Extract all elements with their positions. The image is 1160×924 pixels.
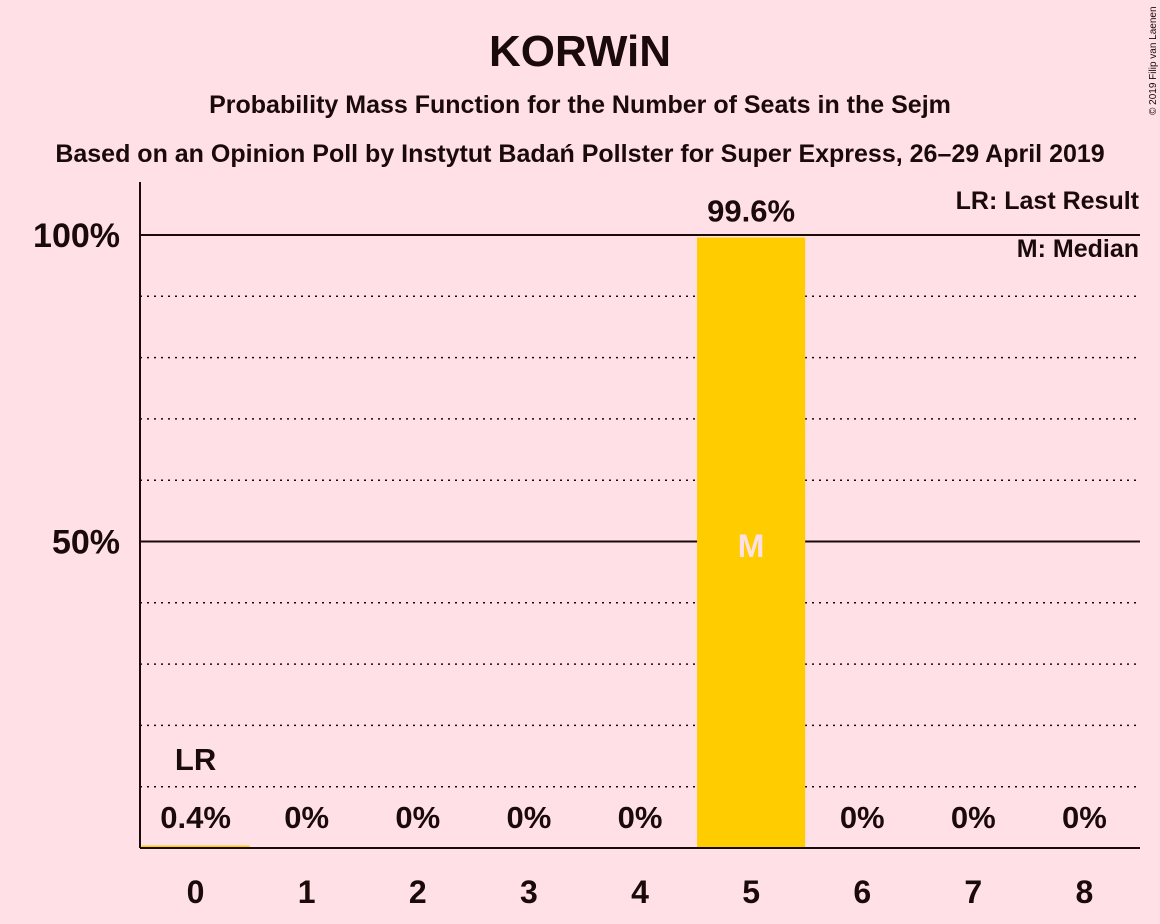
x-tick-label: 4 bbox=[631, 874, 649, 910]
y-tick-label: 50% bbox=[52, 524, 120, 562]
bar-value-label: 0.4% bbox=[160, 800, 231, 835]
last-result-marker: LR bbox=[175, 742, 216, 777]
x-tick-label: 6 bbox=[853, 874, 871, 910]
bar-value-label: 0% bbox=[618, 800, 663, 835]
bar-value-label: 0% bbox=[840, 800, 885, 835]
legend-median: M: Median bbox=[1017, 235, 1139, 263]
chart-title: KORWiN bbox=[489, 27, 671, 76]
x-tick-label: 8 bbox=[1076, 874, 1094, 910]
bar-value-label: 99.6% bbox=[707, 193, 795, 228]
bar-value-label: 0% bbox=[395, 800, 440, 835]
bar-labels: 0.4% 0% 0% 0% 0% 99.6% 0% 0% 0% LR M bbox=[160, 193, 1107, 835]
x-tick-label: 2 bbox=[409, 874, 427, 910]
x-tick-label: 3 bbox=[520, 874, 538, 910]
copyright-notice: © 2019 Filip van Laenen bbox=[1148, 6, 1159, 115]
legend-last-result: LR: Last Result bbox=[956, 187, 1140, 215]
bar bbox=[697, 237, 806, 848]
x-tick-label: 0 bbox=[187, 874, 205, 910]
bar bbox=[141, 845, 250, 848]
grid-lines bbox=[140, 234, 1140, 788]
x-tick-label: 5 bbox=[742, 874, 760, 910]
y-tick-label: 100% bbox=[33, 217, 120, 255]
chart-subtitle-source: Based on an Opinion Poll by Instytut Bad… bbox=[55, 140, 1104, 168]
bar-value-label: 0% bbox=[284, 800, 329, 835]
x-tick-label: 1 bbox=[298, 874, 316, 910]
bar-value-label: 0% bbox=[506, 800, 551, 835]
chart-subtitle: Probability Mass Function for the Number… bbox=[209, 91, 951, 119]
bars bbox=[141, 237, 806, 848]
median-marker: M bbox=[738, 528, 765, 564]
x-tick-label: 7 bbox=[964, 874, 982, 910]
bar-value-label: 0% bbox=[1062, 800, 1107, 835]
bar-value-label: 0% bbox=[951, 800, 996, 835]
